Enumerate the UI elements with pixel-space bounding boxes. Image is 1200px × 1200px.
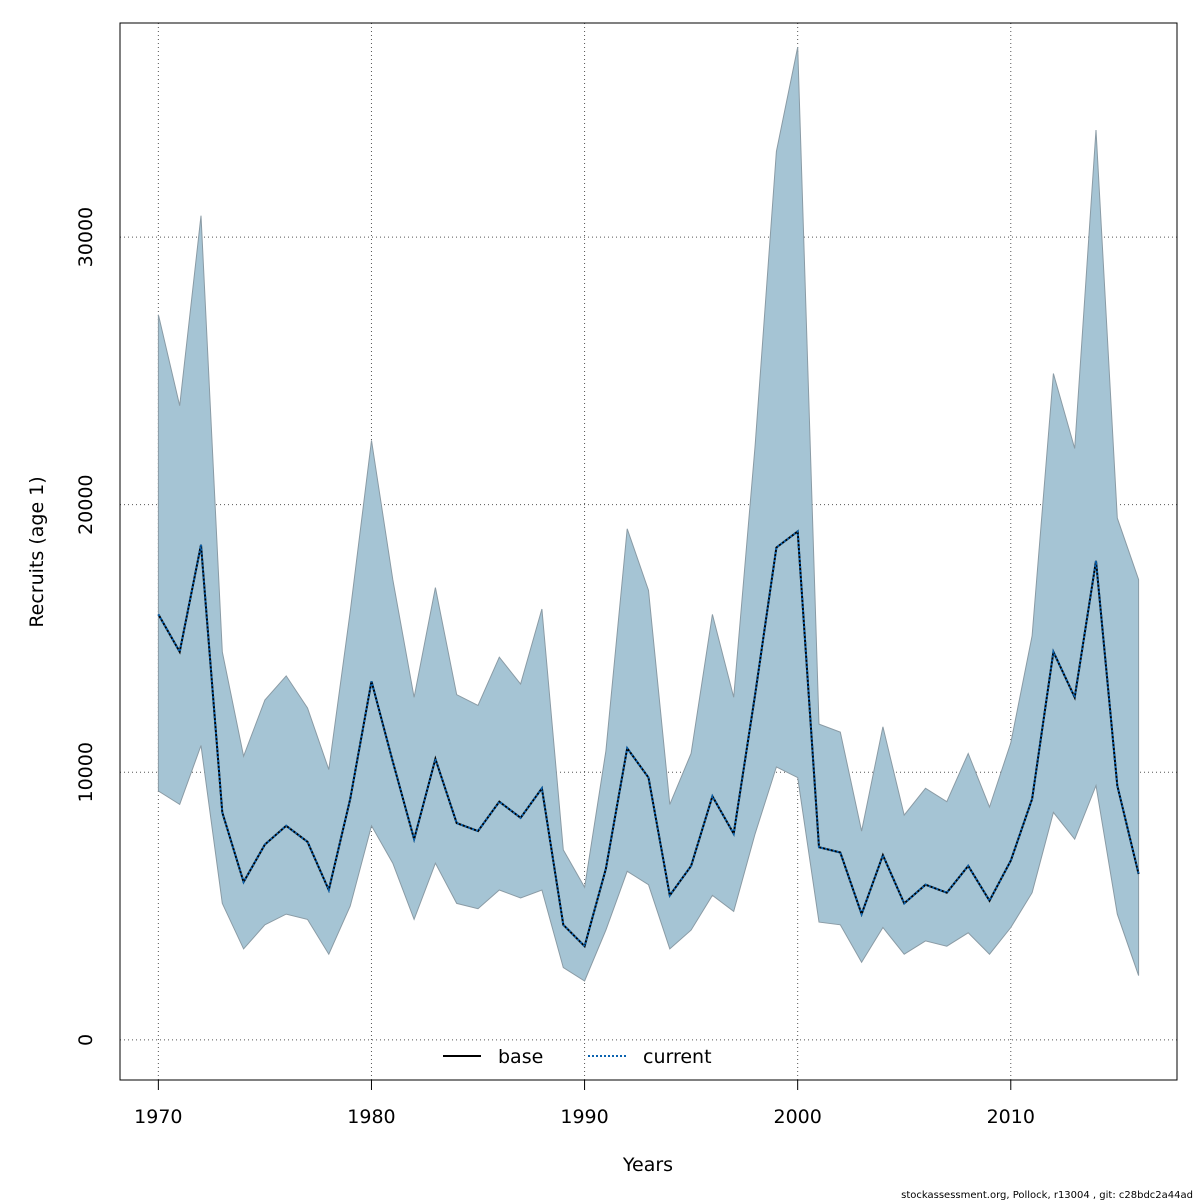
- x-tick-label-1970: 1970: [134, 1106, 182, 1128]
- x-axis-title: Years: [622, 1154, 673, 1176]
- y-tick-label-0: 0: [75, 1034, 97, 1046]
- series-line-current: [157, 529, 1140, 949]
- legend-label-current: current: [643, 1046, 712, 1068]
- x-tick-label-1990: 1990: [560, 1106, 608, 1128]
- y-tick-label-30000: 30000: [75, 207, 97, 267]
- footer-credit: stockassessment.org, Pollock, r13004 , g…: [901, 1190, 1193, 1200]
- y-axis-title: Recruits (age 1): [26, 476, 48, 627]
- x-axis: 1970 1980 1990 2000 2010: [134, 1079, 1035, 1128]
- series-lines-layer: [157, 529, 1140, 949]
- x-tick-label-1980: 1980: [347, 1106, 395, 1128]
- x-tick-label-2000: 2000: [773, 1106, 821, 1128]
- x-tick-label-2010: 2010: [987, 1106, 1035, 1128]
- legend-label-base: base: [498, 1046, 543, 1068]
- y-tick-label-20000: 20000: [75, 474, 97, 534]
- y-tick-label-10000: 10000: [75, 742, 97, 802]
- confidence-band-layer: [157, 46, 1140, 982]
- legend: base current: [443, 1046, 712, 1068]
- confidence-band: [157, 46, 1140, 982]
- y-axis: 0 10000 20000 30000: [75, 207, 97, 1046]
